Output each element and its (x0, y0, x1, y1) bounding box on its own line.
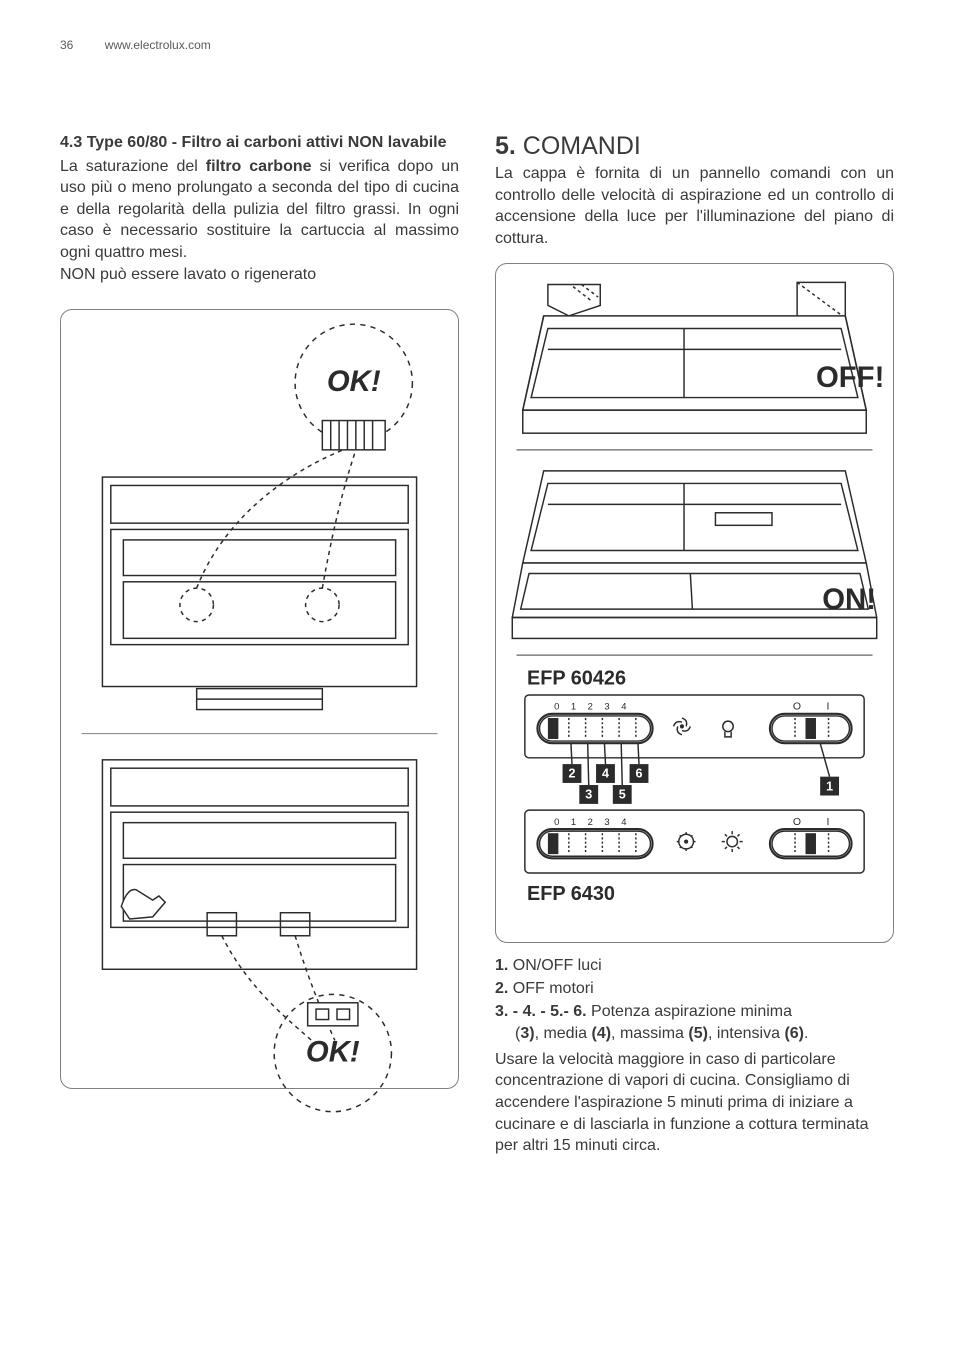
usage-advice: Usare la velocità maggiore in caso di pa… (495, 1049, 894, 1157)
page-number: 36 (60, 38, 73, 52)
figure-controls: OFF! (495, 263, 894, 943)
header-url: www.electrolux.com (105, 38, 211, 52)
on-label: ON! (822, 583, 876, 616)
para-filter-1: La saturazione del filtro carbone si ver… (60, 156, 459, 264)
svg-text:1: 1 (571, 816, 576, 827)
svg-text:3: 3 (585, 788, 592, 802)
para-filter-2: NON può essere lavato o rigenerato (60, 264, 459, 286)
svg-text:I: I (826, 817, 829, 828)
text: ON/OFF luci (508, 957, 601, 974)
filter-diagram-svg: OK! (71, 320, 448, 1116)
controls-diagram-svg: OFF! (506, 274, 883, 965)
text: La saturazione del (60, 158, 206, 175)
section-5-heading: 5. COMANDI (495, 132, 894, 161)
svg-text:0: 0 (554, 816, 559, 827)
section-number: 5. (495, 132, 516, 160)
svg-text:0: 0 (554, 701, 559, 712)
svg-text:I: I (826, 702, 829, 713)
svg-text:3: 3 (604, 701, 609, 712)
ok-label-bottom: OK! (306, 1036, 360, 1069)
svg-text:5: 5 (619, 788, 626, 802)
b: (5) (688, 1025, 708, 1042)
svg-text:3: 3 (604, 816, 609, 827)
left-column: 4.3 Type 60/80 - Filtro ai carboni attiv… (60, 132, 459, 1157)
t: , massima (611, 1025, 688, 1042)
svg-text:2: 2 (588, 701, 593, 712)
off-label: OFF! (816, 361, 883, 394)
svg-text:2: 2 (588, 816, 593, 827)
b: (6) (784, 1025, 804, 1042)
figure-filter-install: OK! (60, 309, 459, 1089)
model-efp6430: EFP 6430 (527, 884, 615, 906)
legend-item-3-detail: ((3)3), media (4), massima (5), intensiv… (495, 1023, 894, 1045)
svg-text:1: 1 (571, 701, 576, 712)
num: 1. (495, 957, 508, 974)
legend-item-3: 3. - 4. - 5.- 6. Potenza aspirazione min… (495, 1001, 894, 1023)
legend-item-2: 2. OFF motori (495, 978, 894, 1000)
subheading-4-3: 4.3 Type 60/80 - Filtro ai carboni attiv… (60, 132, 459, 154)
b: 3) (520, 1025, 534, 1042)
svg-text:O: O (793, 702, 801, 713)
ok-label-top: OK! (327, 365, 381, 398)
content-columns: 4.3 Type 60/80 - Filtro ai carboni attiv… (60, 132, 894, 1157)
right-column: 5. COMANDI La cappa è fornita di un pann… (495, 132, 894, 1157)
t: , media (535, 1025, 592, 1042)
b: (4) (591, 1025, 611, 1042)
controls-legend: 1. ON/OFF luci 2. OFF motori 3. - 4. - 5… (495, 955, 894, 1044)
t: . (804, 1025, 808, 1042)
section-title: COMANDI (516, 132, 641, 160)
num: 3. - 4. - 5.- 6. (495, 1003, 587, 1020)
svg-text:4: 4 (621, 701, 626, 712)
text: OFF motori (508, 980, 593, 997)
legend-item-1: 1. ON/OFF luci (495, 955, 894, 977)
bold-filtro-carbone: filtro carbone (206, 158, 312, 175)
svg-text:6: 6 (636, 767, 643, 781)
text: Potenza aspirazione minima (587, 1003, 792, 1020)
svg-text:4: 4 (621, 816, 626, 827)
svg-text:1: 1 (826, 780, 833, 794)
t: , intensiva (708, 1025, 784, 1042)
svg-text:2: 2 (568, 767, 575, 781)
page-header: 36 www.electrolux.com (60, 38, 894, 52)
svg-text:4: 4 (602, 767, 609, 781)
svg-text:O: O (793, 817, 801, 828)
num: 2. (495, 980, 508, 997)
model-efp60426: EFP 60426 (527, 668, 626, 690)
section-5-intro: La cappa è fornita di un pannello comand… (495, 163, 894, 249)
